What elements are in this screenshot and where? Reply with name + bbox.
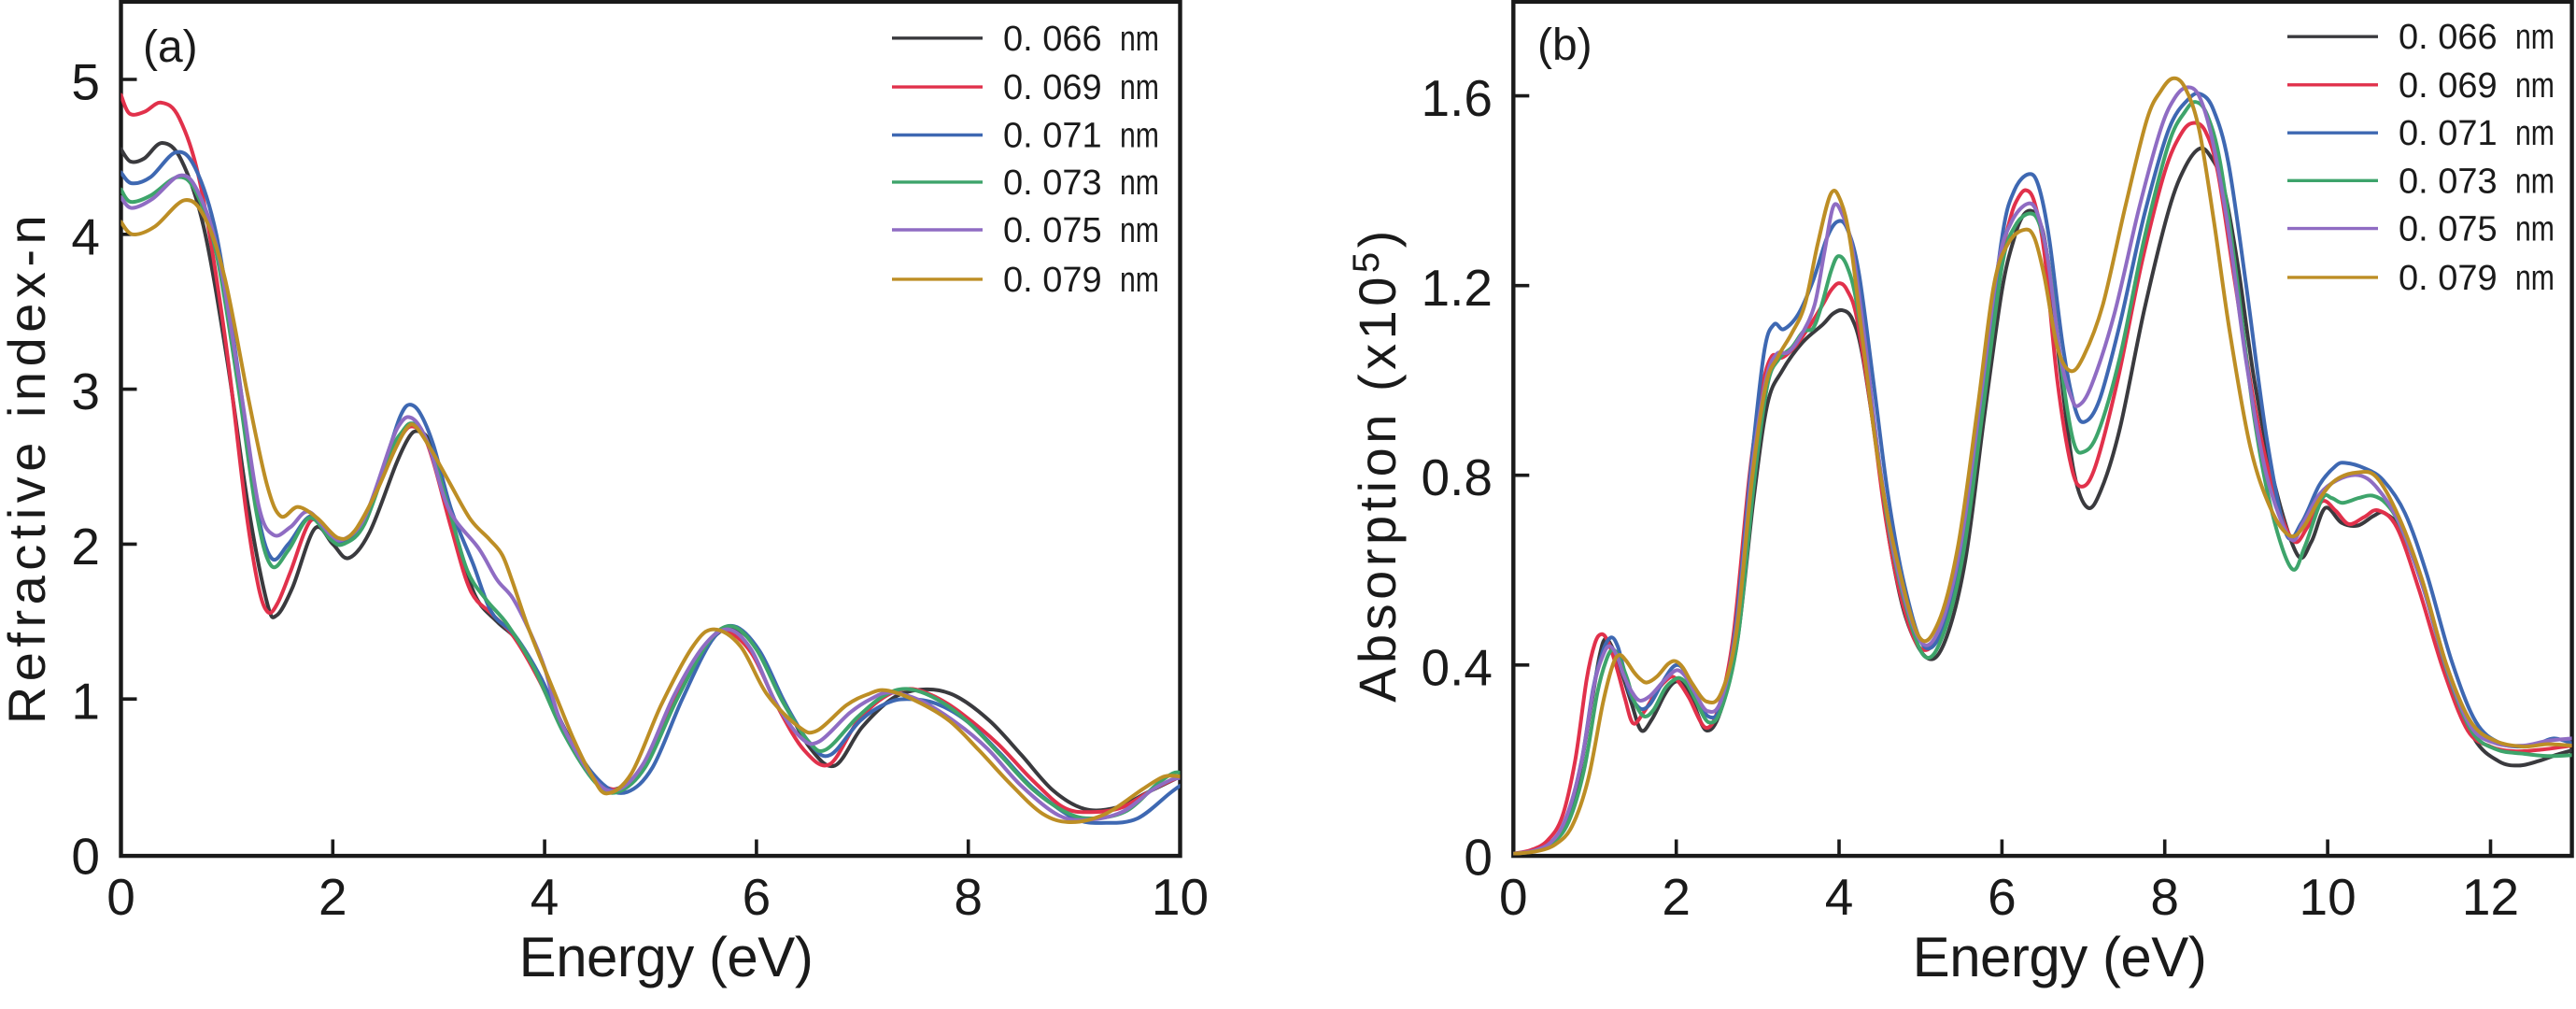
svg-text:4: 4: [531, 868, 559, 926]
svg-text:nm: nm: [1120, 20, 1159, 59]
svg-text:0. 079: 0. 079: [2399, 259, 2498, 298]
svg-text:Energy (eV): Energy (eV): [519, 926, 814, 988]
svg-text:nm: nm: [2515, 210, 2555, 249]
svg-text:12: 12: [2462, 868, 2519, 926]
svg-text:nm: nm: [2515, 162, 2555, 201]
svg-text:Absorption (x105): Absorption (x105): [1346, 226, 1407, 703]
svg-text:Refractive index-n: Refractive index-n: [0, 210, 56, 724]
svg-text:0.8: 0.8: [1422, 448, 1493, 506]
svg-text:0. 066: 0. 066: [1003, 20, 1102, 59]
svg-text:0. 075: 0. 075: [1003, 211, 1102, 250]
svg-text:nm: nm: [2515, 66, 2555, 106]
svg-text:10: 10: [1152, 868, 1209, 926]
svg-text:nm: nm: [2515, 259, 2555, 298]
svg-text:0: 0: [1464, 828, 1493, 886]
svg-text:0. 071: 0. 071: [1003, 117, 1102, 156]
svg-text:0. 073: 0. 073: [2399, 162, 2498, 201]
svg-text:10: 10: [2300, 868, 2357, 926]
svg-text:0. 069: 0. 069: [2399, 66, 2498, 106]
svg-text:0. 071: 0. 071: [2399, 114, 2498, 153]
svg-text:nm: nm: [2515, 18, 2555, 57]
svg-text:1.6: 1.6: [1422, 69, 1493, 127]
svg-text:1.2: 1.2: [1422, 259, 1493, 317]
svg-text:nm: nm: [1120, 68, 1159, 107]
svg-text:nm: nm: [1120, 163, 1159, 203]
svg-text:0. 075: 0. 075: [2399, 210, 2498, 249]
svg-text:0: 0: [1499, 868, 1528, 926]
svg-text:(b): (b): [1537, 21, 1592, 70]
svg-text:(a): (a): [143, 22, 198, 72]
svg-text:Energy (eV): Energy (eV): [1913, 926, 2207, 988]
svg-text:0. 066: 0. 066: [2399, 18, 2498, 57]
svg-text:nm: nm: [2515, 114, 2555, 153]
svg-text:nm: nm: [1120, 261, 1159, 300]
svg-text:1: 1: [71, 673, 100, 731]
svg-text:0: 0: [106, 868, 135, 926]
svg-text:0. 073: 0. 073: [1003, 163, 1102, 203]
svg-text:0. 079: 0. 079: [1003, 261, 1102, 300]
svg-text:0. 069: 0. 069: [1003, 68, 1102, 107]
svg-text:4: 4: [1825, 868, 1854, 926]
svg-text:nm: nm: [1120, 117, 1159, 156]
svg-text:5: 5: [71, 53, 100, 111]
svg-text:6: 6: [1988, 868, 2017, 926]
svg-text:0: 0: [71, 828, 100, 886]
svg-text:8: 8: [2150, 868, 2179, 926]
svg-text:nm: nm: [1120, 211, 1159, 250]
svg-text:6: 6: [743, 868, 771, 926]
svg-text:0.4: 0.4: [1422, 638, 1493, 696]
svg-text:2: 2: [1662, 868, 1691, 926]
svg-text:3: 3: [71, 362, 100, 420]
svg-text:2: 2: [71, 518, 100, 576]
svg-text:4: 4: [71, 207, 100, 265]
svg-text:8: 8: [954, 868, 983, 926]
svg-text:2: 2: [318, 868, 347, 926]
